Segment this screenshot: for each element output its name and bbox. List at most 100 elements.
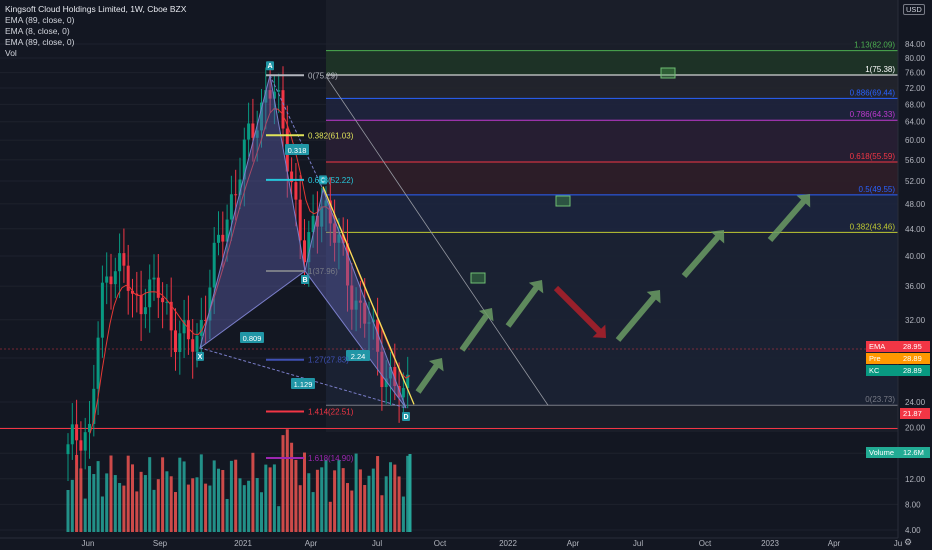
price-tick-13: 32.00 <box>905 316 926 325</box>
candle-body <box>358 300 362 303</box>
pattern-ratio-box-2 <box>346 350 370 361</box>
candle-body <box>393 367 397 387</box>
volume-bar <box>199 454 203 532</box>
pattern-point-b: B <box>302 277 307 284</box>
candle-body <box>161 297 165 303</box>
candle-body <box>354 300 358 310</box>
arrow-up-1 <box>415 358 444 394</box>
time-tick-2: 2021 <box>234 539 252 548</box>
candle-body <box>281 90 285 129</box>
price-tick-8: 52.00 <box>905 177 926 186</box>
arrow-up-2 <box>459 308 494 352</box>
time-tick-3: Apr <box>305 539 318 548</box>
candle-body <box>208 287 212 321</box>
volume-bar <box>66 490 70 532</box>
candle-body <box>105 276 109 283</box>
currency-label[interactable]: USD <box>903 4 925 15</box>
candle-body <box>195 335 199 352</box>
volume-bar <box>204 483 208 532</box>
candle-body <box>307 232 311 263</box>
price-tick-3: 72.00 <box>905 84 926 93</box>
time-tick-6: 2022 <box>499 539 517 548</box>
candle-body <box>294 182 298 200</box>
candle-body <box>272 91 276 99</box>
legend-ema-1[interactable]: EMA (89, close, 0) <box>5 15 75 25</box>
candle-body <box>122 253 126 266</box>
volume-bar <box>165 471 169 532</box>
volume-bar <box>303 452 306 532</box>
candle-body <box>350 285 354 310</box>
legend-ema-3[interactable]: EMA (89, close, 0) <box>5 37 75 47</box>
price-tick-11: 40.00 <box>905 252 926 261</box>
candle-body <box>324 200 328 207</box>
volume-bar <box>238 478 242 532</box>
volume-bar <box>393 464 397 532</box>
legend-title: Kingsoft Cloud Holdings Limited, 1W, Cbo… <box>5 4 187 14</box>
diagonal-line <box>325 76 549 406</box>
volume-bar <box>328 501 332 532</box>
volume-bar-last <box>408 454 412 532</box>
level-badge: 21.87 <box>900 408 930 419</box>
candle-body <box>75 424 79 441</box>
volume-bar <box>174 492 177 532</box>
volume-bar <box>367 475 371 532</box>
pattern-ratio-box-1 <box>285 144 309 155</box>
candle-body <box>139 295 143 315</box>
retrace-label-5: 1.414(22.51) <box>308 408 354 417</box>
candle-body <box>328 200 332 224</box>
candle-body <box>268 90 272 99</box>
chart-legend: Kingsoft Cloud Holdings Limited, 1W, Cbo… <box>5 4 186 59</box>
pattern-ratio-box-3 <box>291 378 315 389</box>
volume-bar <box>208 485 212 532</box>
volume-bar <box>384 476 388 532</box>
fib-label-0: 1.13(82.09) <box>854 41 895 50</box>
legend-ema-2[interactable]: EMA (8, close, 0) <box>5 26 70 36</box>
pattern-ac <box>269 75 324 190</box>
harmonic-pattern: X A B C D 0.809 0.318 2.24 1.129 0(75.29) 0.382(61… <box>196 61 410 463</box>
volume-bar <box>191 478 195 532</box>
candle-body <box>217 234 220 243</box>
candle-body <box>109 276 113 285</box>
volume-bar <box>341 468 345 532</box>
pattern-ratio-1: 0.318 <box>288 146 307 155</box>
price-tick-18: 12.00 <box>905 475 926 484</box>
candle-body <box>255 130 259 138</box>
candle-body <box>70 424 74 445</box>
price-tick-19: 8.00 <box>905 500 921 509</box>
candle-body <box>376 319 380 352</box>
volume-bar <box>311 492 315 532</box>
volume-bar <box>376 456 380 532</box>
volume-bars <box>66 429 412 532</box>
fib-zone-1 <box>326 74 898 99</box>
volume-bar <box>161 457 165 532</box>
volume-bar <box>277 506 281 532</box>
volume-bar <box>118 483 122 532</box>
arrow-down-1 <box>553 285 606 338</box>
arrow-up-4 <box>615 290 661 342</box>
price-tick-12: 36.00 <box>905 282 926 291</box>
retrace-label-4: 1.27(27.83) <box>308 356 349 365</box>
candle-body <box>337 234 341 243</box>
legend-volume[interactable]: Vol <box>5 48 17 58</box>
candle-body <box>234 194 238 196</box>
volume-bar <box>401 496 405 532</box>
time-tick-7: Apr <box>567 539 580 548</box>
ema-badge-value: 28.95 <box>900 341 930 352</box>
volume-bar <box>260 492 263 532</box>
candle-body <box>113 271 117 285</box>
time-tick-4: Jul <box>372 539 382 548</box>
fib-label-3: 0.786(64.33) <box>850 110 896 119</box>
settings-gear-icon[interactable]: ⚙ <box>904 537 913 547</box>
fib-label-1: 1(75.38) <box>865 65 895 74</box>
pre-badge-value: 28.89 <box>900 353 930 364</box>
candle-body <box>169 301 173 331</box>
volume-bar <box>88 466 91 532</box>
candle-body <box>165 301 169 303</box>
candle-body <box>367 322 371 324</box>
volume-bar <box>225 498 229 532</box>
pattern-ratio-3: 1.129 <box>294 380 313 389</box>
pattern-point-a: A <box>267 63 272 70</box>
candle-body <box>303 240 306 263</box>
volume-bar <box>406 455 410 532</box>
